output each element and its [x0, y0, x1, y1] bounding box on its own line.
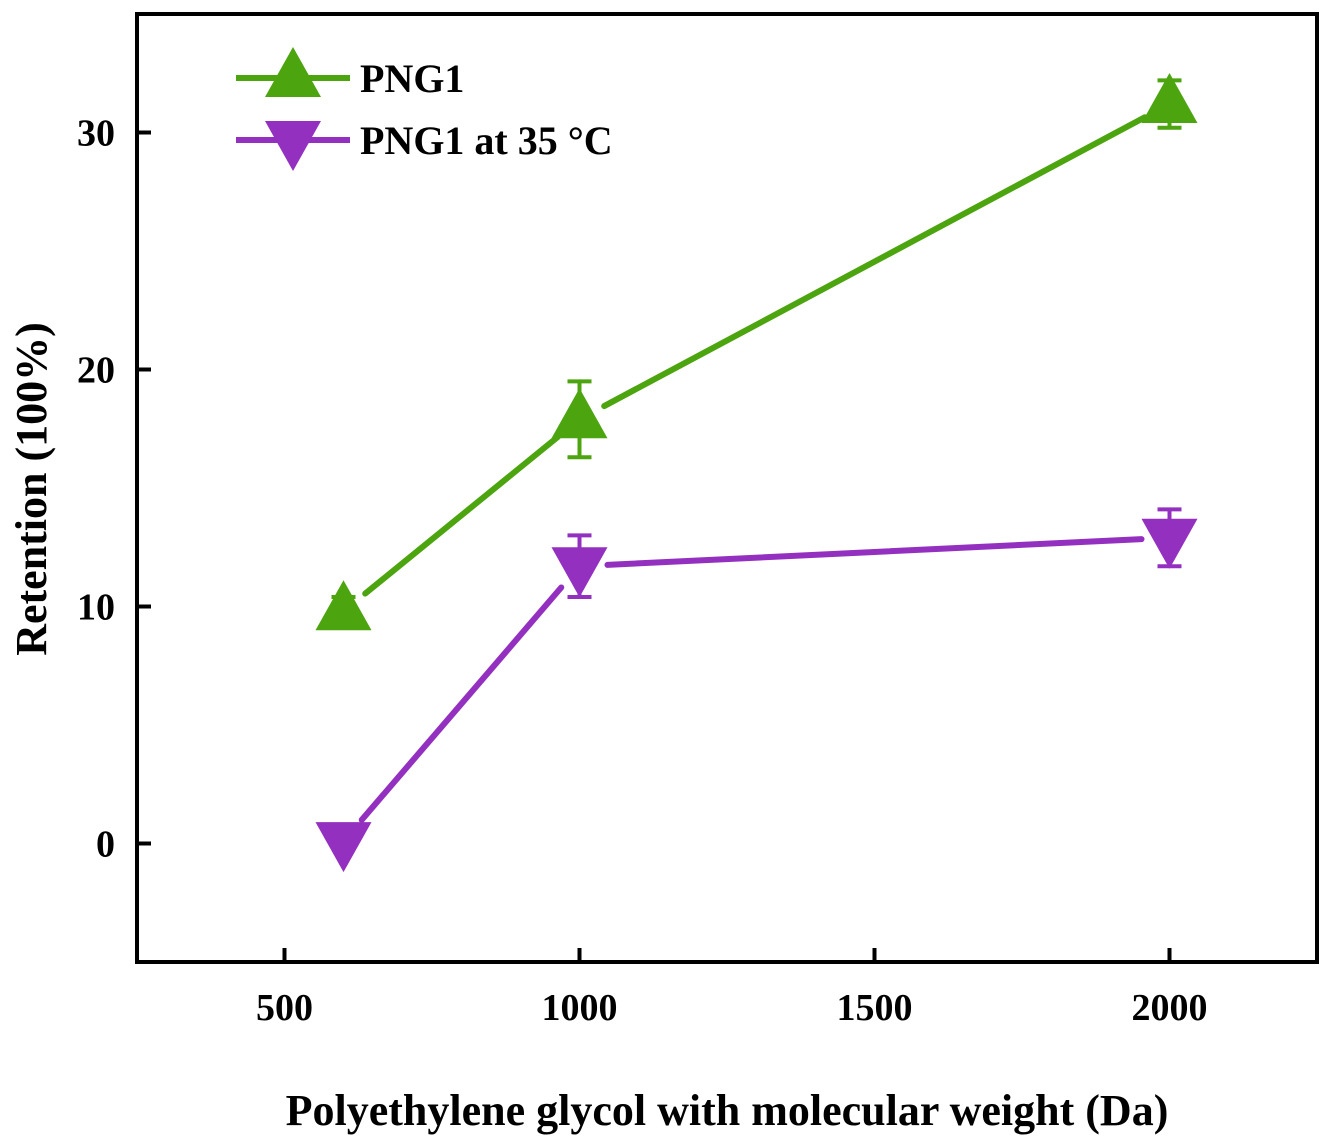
x-tick-label: 500 — [256, 987, 313, 1029]
legend-marker — [265, 121, 321, 171]
y-tick-label: 0 — [96, 824, 115, 866]
data-point — [551, 388, 608, 439]
y-tick-label: 20 — [77, 350, 115, 392]
data-point — [315, 822, 372, 873]
data-point — [315, 580, 372, 631]
x-axis-title: Polyethylene glycol with molecular weigh… — [286, 1086, 1169, 1135]
x-tick-label: 1500 — [837, 987, 913, 1029]
legend: PNG1 PNG1 at 35 °C — [236, 47, 613, 171]
y-axis-title: Retention (100%) — [7, 322, 56, 656]
series-line — [358, 584, 565, 823]
y-axis-ticks: 0 10 20 30 — [77, 113, 151, 866]
x-tick-label: 2000 — [1132, 987, 1208, 1029]
series-png1-35c — [315, 507, 1198, 873]
x-tick-label: 1000 — [542, 987, 618, 1029]
plot-frame — [135, 12, 1319, 964]
x-axis-ticks: 500 1000 1500 2000 — [256, 948, 1208, 1029]
legend-label: PNG1 at 35 °C — [360, 118, 613, 163]
y-tick-label: 30 — [77, 113, 115, 155]
series-line — [604, 536, 1145, 568]
legend-label: PNG1 — [360, 56, 464, 101]
series-png1 — [315, 73, 1198, 631]
data-point — [1141, 518, 1198, 569]
y-tick-label: 10 — [77, 587, 115, 629]
legend-marker — [265, 47, 321, 97]
series-layer — [315, 73, 1198, 873]
data-point — [551, 547, 608, 598]
data-point — [1141, 73, 1198, 124]
series-line — [362, 433, 561, 597]
series-line — [601, 114, 1148, 410]
